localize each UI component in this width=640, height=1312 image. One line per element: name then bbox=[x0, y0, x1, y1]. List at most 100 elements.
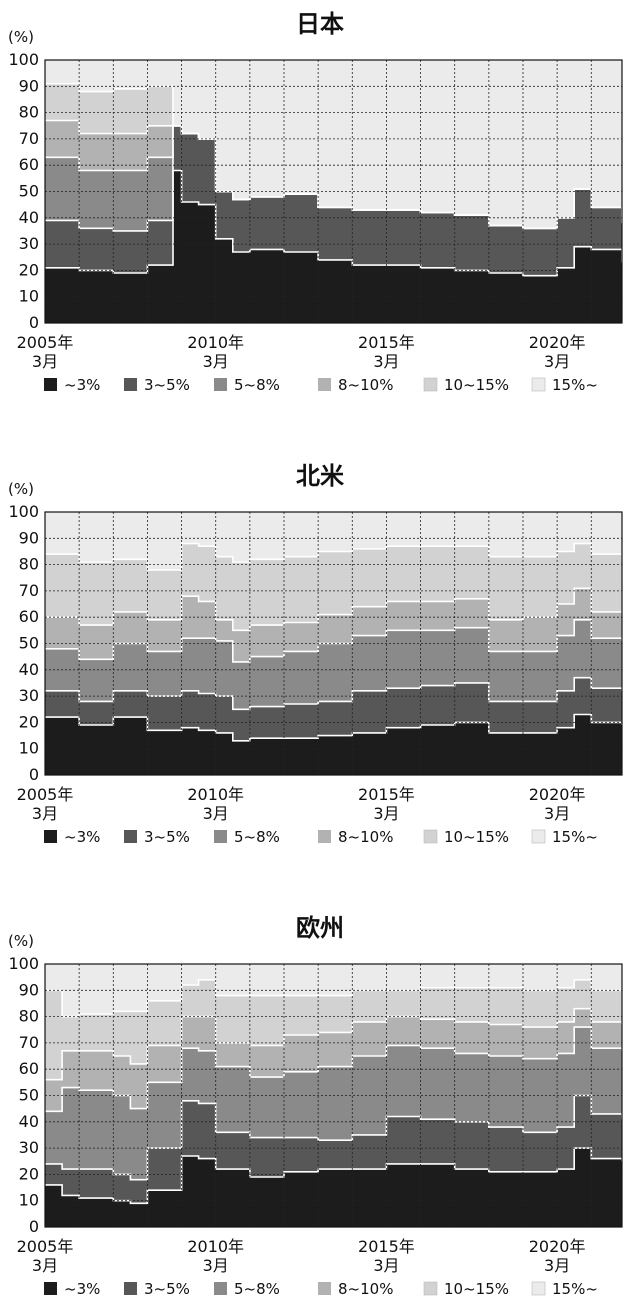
x-tick-year-label: 2015年 bbox=[358, 333, 415, 352]
legend: ~3% 3~5% 5~8% 8~10% 10~15% 15%~ bbox=[44, 1280, 598, 1298]
y-tick-label: 60 bbox=[19, 155, 39, 174]
x-tick-month-label: 3月 bbox=[373, 804, 399, 823]
legend: ~3% 3~5% 5~8% 8~10% 10~15% 15%~ bbox=[44, 376, 598, 394]
area-chart-europe: 欧州 (%) 01020304050607080901002005年3月2010… bbox=[8, 914, 623, 1298]
axes: 01020304050607080901002005年3月2010年3月2015… bbox=[8, 954, 623, 1275]
y-tick-label: 70 bbox=[19, 129, 39, 148]
plot-frame bbox=[44, 59, 623, 324]
legend-label: 3~5% bbox=[144, 828, 190, 846]
plot-frame bbox=[44, 511, 623, 776]
x-tick-month-label: 3月 bbox=[544, 804, 570, 823]
x-tick-year-label: 2015年 bbox=[358, 1237, 415, 1256]
legend-swatch bbox=[531, 829, 546, 844]
axes: 01020304050607080901002005年3月2010年3月2015… bbox=[8, 50, 623, 371]
legend-swatch bbox=[531, 1281, 546, 1296]
y-tick-label: 50 bbox=[19, 1086, 39, 1105]
y-tick-label: 50 bbox=[19, 182, 39, 201]
y-tick-label: 100 bbox=[8, 502, 39, 521]
legend-swatch bbox=[318, 378, 331, 391]
legend-swatch bbox=[214, 1282, 227, 1295]
legend-swatch bbox=[44, 378, 57, 391]
legend-swatch bbox=[531, 377, 546, 392]
y-tick-label: 0 bbox=[29, 765, 39, 784]
legend-swatch bbox=[214, 830, 227, 843]
y-tick-label: 60 bbox=[19, 607, 39, 626]
y-tick-label: 10 bbox=[19, 287, 39, 306]
legend-label: 5~8% bbox=[234, 828, 280, 846]
legend-label: 8~10% bbox=[338, 1280, 393, 1298]
plot-area bbox=[45, 60, 623, 323]
legend-label: ~3% bbox=[64, 1280, 100, 1298]
x-tick-month-label: 3月 bbox=[32, 804, 58, 823]
y-tick-label: 90 bbox=[19, 528, 39, 547]
legend-label: ~3% bbox=[64, 376, 100, 394]
area-series-1 bbox=[45, 170, 622, 323]
y-unit-label: (%) bbox=[8, 932, 34, 950]
grid-lines bbox=[45, 512, 622, 775]
area-series-1 bbox=[45, 1148, 622, 1227]
legend-swatch bbox=[124, 378, 137, 391]
x-tick-year-label: 2010年 bbox=[187, 1237, 244, 1256]
area-series-1 bbox=[45, 714, 622, 775]
y-tick-label: 0 bbox=[29, 1217, 39, 1236]
area-chart-north-america: 北米 (%) 01020304050607080901002005年3月2010… bbox=[8, 462, 623, 846]
series-boundary-line bbox=[45, 619, 623, 663]
x-tick-month-label: 3月 bbox=[544, 1256, 570, 1275]
series-boundary-line bbox=[45, 1094, 623, 1181]
y-tick-label: 80 bbox=[19, 1007, 39, 1026]
y-tick-label: 90 bbox=[19, 76, 39, 95]
y-tick-label: 20 bbox=[19, 1164, 39, 1183]
y-unit-label: (%) bbox=[8, 28, 34, 46]
series-boundary-line bbox=[45, 979, 623, 1018]
series-boundary-line bbox=[45, 169, 623, 277]
legend-label: 15%~ bbox=[552, 1280, 598, 1298]
y-tick-label: 90 bbox=[19, 980, 39, 999]
x-tick-month-label: 3月 bbox=[373, 352, 399, 371]
chart-panel-europe: 欧州 (%) 0 10 20 30 40 50 60 70 80 90 100 2005年 3月 2010… bbox=[0, 904, 640, 1312]
x-tick-month-label: 3月 bbox=[203, 1256, 229, 1275]
legend-swatch bbox=[423, 1281, 438, 1296]
y-tick-label: 10 bbox=[19, 1191, 39, 1210]
y-tick-label: 30 bbox=[19, 234, 39, 253]
series-boundary-line bbox=[45, 1026, 623, 1113]
y-tick-label: 10 bbox=[19, 739, 39, 758]
legend-swatch bbox=[318, 830, 331, 843]
plot-frame bbox=[44, 963, 623, 1228]
y-tick-label: 50 bbox=[19, 634, 39, 653]
x-tick-year-label: 2005年 bbox=[17, 1237, 74, 1256]
y-tick-label: 30 bbox=[19, 1138, 39, 1157]
legend: ~3% 3~5% 5~8% 8~10% 10~15% 15%~ bbox=[44, 828, 598, 846]
legend-label: 15%~ bbox=[552, 376, 598, 394]
y-tick-label: 80 bbox=[19, 103, 39, 122]
legend-swatch bbox=[318, 1282, 331, 1295]
legend-label: 5~8% bbox=[234, 1280, 280, 1298]
y-tick-label: 20 bbox=[19, 712, 39, 731]
legend-swatch bbox=[423, 829, 438, 844]
legend-label: 3~5% bbox=[144, 1280, 190, 1298]
x-tick-year-label: 2010年 bbox=[187, 333, 244, 352]
grid-lines bbox=[45, 60, 622, 323]
legend-label: 8~10% bbox=[338, 828, 393, 846]
x-tick-month-label: 3月 bbox=[544, 352, 570, 371]
legend-swatch bbox=[44, 1282, 57, 1295]
grid-lines bbox=[45, 964, 622, 1227]
legend-swatch bbox=[214, 378, 227, 391]
chart-panel-north-america: 北米 (%) 0 10 20 30 40 50 60 70 80 90 100 2005年 3月 2010… bbox=[0, 452, 640, 904]
chart-title: 欧州 bbox=[296, 914, 344, 942]
x-tick-year-label: 2005年 bbox=[17, 785, 74, 804]
legend-label: 15%~ bbox=[552, 828, 598, 846]
legend-label: 3~5% bbox=[144, 376, 190, 394]
y-tick-label: 40 bbox=[19, 1112, 39, 1131]
x-tick-year-label: 2020年 bbox=[529, 1237, 586, 1256]
y-unit-label: (%) bbox=[8, 480, 34, 498]
chart-title: 北米 bbox=[296, 462, 344, 490]
legend-swatch bbox=[44, 830, 57, 843]
y-tick-label: 0 bbox=[29, 313, 39, 332]
y-tick-label: 60 bbox=[19, 1059, 39, 1078]
x-tick-month-label: 3月 bbox=[32, 1256, 58, 1275]
legend-label: 5~8% bbox=[234, 376, 280, 394]
chart-title: 日本 bbox=[296, 10, 344, 38]
area-chart-japan: 日本 (%) 01020304050607080901002005年3月2010… bbox=[8, 10, 623, 394]
y-tick-label: 100 bbox=[8, 954, 39, 973]
y-tick-label: 30 bbox=[19, 686, 39, 705]
